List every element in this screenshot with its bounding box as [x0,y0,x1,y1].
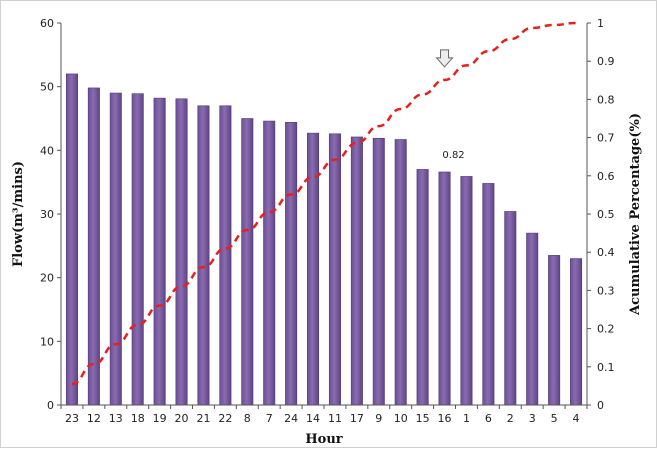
y2-tick-label: 0.7 [597,132,615,145]
x-tick-label: 17 [350,412,364,425]
y2-tick-label: 1 [597,17,604,30]
y-tick-label: 30 [40,208,54,221]
bar-1 [460,176,473,406]
bar-22 [219,105,232,406]
x-tick-label: 12 [87,412,101,425]
x-tick-label: 10 [394,412,408,425]
bar-6 [482,183,495,406]
x-tick-label: 21 [196,412,210,425]
y2-tick-label: 0.3 [597,284,615,297]
right-axis-ticks: 0 0.1 0.2 0.3 0.4 0.5 0.6 0.7 0.8 0.9 1 [587,17,615,412]
x-tick-label: 7 [266,412,273,425]
bar-13 [109,92,122,406]
bar-8 [241,118,254,406]
bar-5 [548,255,561,406]
bar-23 [65,73,78,406]
down-arrow-icon [435,49,454,68]
y2-tick-label: 0.1 [597,361,615,374]
bar-21 [197,105,210,406]
y2-tick-label: 0.9 [597,55,615,68]
x-tick-label: 2 [507,412,514,425]
bar-24 [285,122,298,406]
x-tick-label: 18 [131,412,145,425]
x-axis-ticks: 23 12 13 18 19 20 21 22 8 7 24 14 11 17 9 10 15 16 1 6 2 3 5 4 [60,405,588,425]
annotation-label: 0.82 [442,150,464,161]
x-tick-label: 13 [109,412,123,425]
y2-tick-label: 0.5 [597,208,615,221]
bar-12 [87,87,100,406]
x-tick-label: 24 [284,412,298,425]
bar-2 [504,211,517,406]
bar-3 [526,232,539,406]
bar-14 [307,132,320,406]
bar-18 [131,93,144,406]
left-axis-ticks: 0 10 20 30 40 50 60 [40,17,61,412]
y2-tick-label: 0.8 [597,93,615,106]
x-tick-label: 5 [551,412,558,425]
y2-tick-label: 0.4 [597,246,615,259]
x-tick-label: 16 [438,412,452,425]
bar-7 [263,120,276,406]
x-tick-label: 9 [375,412,382,425]
x-tick-label: 14 [306,412,320,425]
y-axis-title: Flow(m³/mins) [11,161,26,267]
y-tick-label: 40 [40,144,54,157]
bar-16 [438,171,451,406]
x-tick-label: 1 [463,412,470,425]
x-tick-label: 4 [573,412,580,425]
x-tick-label: 6 [485,412,492,425]
x-tick-label: 8 [244,412,251,425]
bar-11 [328,133,341,406]
y2-tick-label: 0.6 [597,170,615,183]
x-tick-label: 20 [175,412,189,425]
bar-17 [350,136,363,406]
flow-bars [65,73,583,406]
y-tick-label: 0 [47,399,54,412]
bar-20 [175,98,188,406]
bar-15 [416,169,429,406]
cumulative-line [71,21,577,386]
x-tick-label: 23 [65,412,79,425]
y-tick-label: 10 [40,335,54,348]
x-tick-label: 22 [218,412,232,425]
y-tick-label: 20 [40,272,54,285]
x-axis-title: Hour [305,432,342,447]
y2-tick-label: 0 [597,399,604,412]
x-tick-label: 3 [529,412,536,425]
y-tick-label: 60 [40,17,54,30]
bar-4 [570,258,583,406]
y2-axis-title: Acumulative Percentage(%) [628,113,643,316]
x-tick-label: 15 [416,412,430,425]
y-tick-label: 50 [40,81,54,94]
y2-tick-label: 0.2 [597,323,615,336]
x-tick-label: 19 [153,412,167,425]
bar-19 [153,97,166,406]
x-tick-label: 11 [328,412,342,425]
bar-9 [372,137,385,406]
bar-10 [394,139,407,406]
annotations: 0.82 [435,49,465,161]
